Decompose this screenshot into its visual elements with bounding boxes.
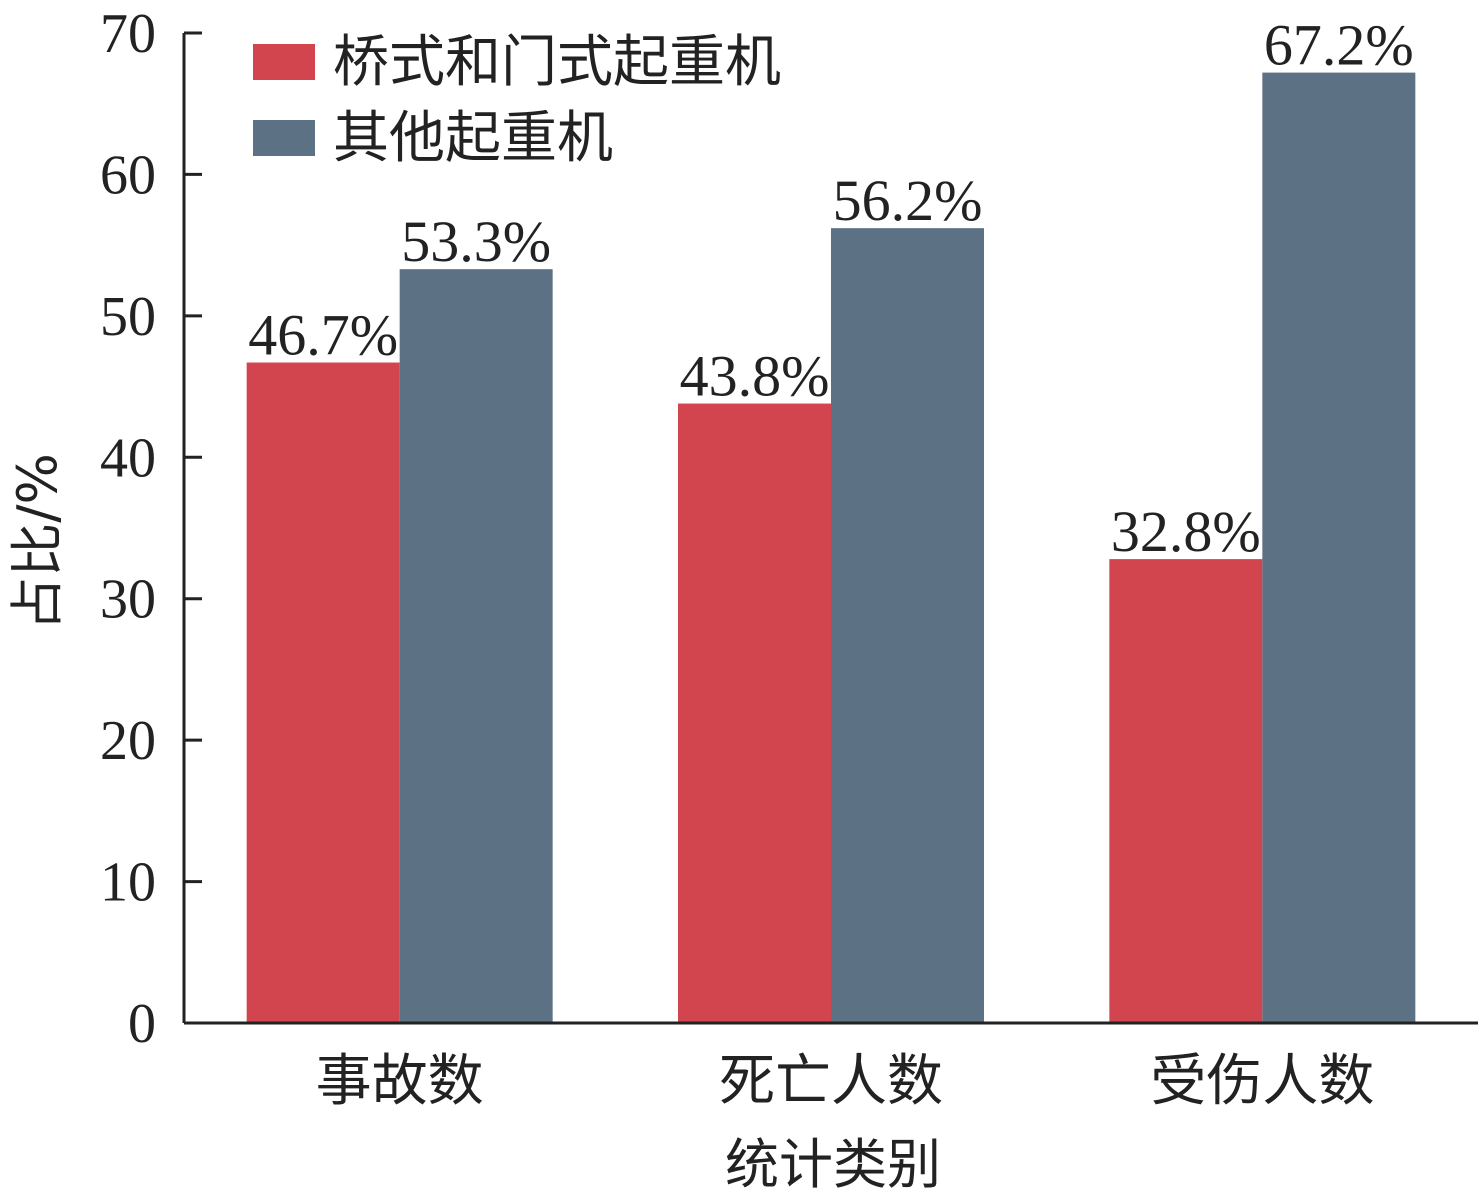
- data-label-1-2: 43.8%: [680, 344, 830, 409]
- bar-2-1: [399, 269, 553, 1024]
- data-label-2-2: 56.2%: [833, 168, 983, 233]
- data-label-1-3: 32.8%: [1111, 499, 1261, 564]
- y-axis: 0 10 20 30 40 50 60 70: [100, 3, 202, 1055]
- category-label-1: 事故数: [316, 1049, 484, 1114]
- bar-1-1: [246, 362, 400, 1023]
- bar-2-3: [1262, 72, 1416, 1024]
- y-tick-label-40: 40: [100, 427, 156, 489]
- y-tick-label-30: 30: [100, 569, 156, 631]
- data-label-2-1: 53.3%: [401, 209, 551, 274]
- y-axis-title: 占比/%: [6, 453, 69, 631]
- legend-swatch-2: [253, 120, 315, 156]
- data-labels-group: 46.7%53.3% 43.8% 56.2% 32.8% 67.2%: [248, 13, 1413, 565]
- legend-label-2: 其他起重机: [333, 106, 613, 171]
- y-tick-label-20: 20: [100, 710, 156, 772]
- bar-2-2: [831, 228, 984, 1023]
- category-label-3: 受伤人数: [1150, 1049, 1374, 1114]
- y-tick-label-50: 50: [100, 286, 156, 348]
- category-label-2: 死亡人数: [719, 1049, 943, 1114]
- data-label-2-3: 67.2%: [1264, 13, 1414, 78]
- legend-swatch-1: [253, 44, 315, 80]
- y-tick-label-70: 70: [100, 3, 156, 65]
- y-tick-label-0: 0: [128, 993, 156, 1055]
- y-tick-label-60: 60: [100, 144, 156, 206]
- data-label-1-1: 46.7%: [248, 303, 398, 368]
- y-tick-label-10: 10: [100, 852, 156, 914]
- x-axis-title: 统计类别: [725, 1133, 941, 1196]
- legend-label-1: 桥式和门式起重机: [333, 30, 781, 95]
- x-axis: 事故数 死亡人数 受伤人数: [184, 1021, 1478, 1114]
- bar-1-2: [678, 403, 831, 1023]
- bars-group: [246, 72, 1416, 1024]
- bar-1-3: [1109, 559, 1263, 1023]
